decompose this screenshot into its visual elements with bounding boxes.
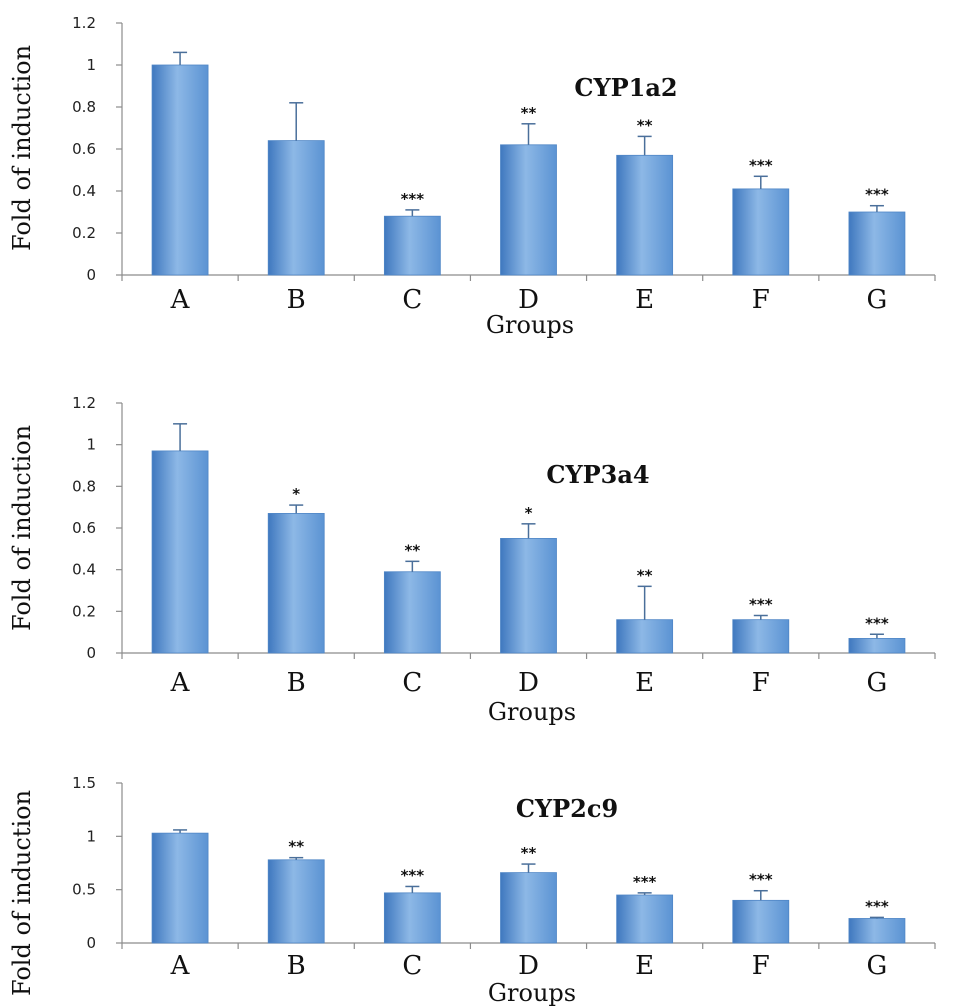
y-axis-label: Fold of induction <box>8 790 36 996</box>
x-tick-label-E: E <box>635 285 654 315</box>
significance-B: * <box>292 485 300 503</box>
x-tick-label-G: G <box>867 285 888 315</box>
significance-D: ** <box>521 104 537 122</box>
y-tick-label: 1.2 <box>72 394 96 412</box>
bar-A <box>151 450 209 654</box>
bar-G <box>848 211 906 276</box>
x-axis-label: Groups <box>486 311 574 339</box>
bar-F <box>732 619 790 654</box>
y-axis-label: Fold of induction <box>8 425 36 631</box>
significance-E: *** <box>633 873 657 891</box>
significance-E: ** <box>637 116 653 134</box>
x-tick-label-C: C <box>402 285 422 315</box>
bar-C <box>383 571 441 654</box>
x-tick-label-D: D <box>518 285 539 315</box>
x-tick-label-A: A <box>170 668 191 698</box>
x-tick-label-E: E <box>635 668 654 698</box>
y-tick-label: 0 <box>86 644 96 662</box>
y-tick-label: 0.6 <box>72 140 96 158</box>
chart-title: CYP3a4 <box>546 460 649 489</box>
significance-E: ** <box>637 566 653 584</box>
y-axis-label: Fold of induction <box>8 45 36 251</box>
chart-cyp1a2: 0 0.2 0.4 0.6 0.8 1 1.2 A B *** C ** D ** E *** F *** G CYP… <box>0 0 964 339</box>
bar-A <box>151 832 209 944</box>
bar-G <box>848 918 906 944</box>
significance-C: *** <box>401 866 425 884</box>
y-tick-label: 0.4 <box>72 182 96 200</box>
bar-G <box>848 638 906 654</box>
bar-C <box>383 892 441 944</box>
significance-C: ** <box>405 541 421 559</box>
y-tick-label: 0 <box>86 266 96 284</box>
x-tick-label-A: A <box>170 285 191 315</box>
significance-G: *** <box>865 897 889 915</box>
y-tick-label: 0.6 <box>72 519 96 537</box>
bar-D <box>500 872 557 944</box>
x-tick-label-D: D <box>518 951 539 981</box>
x-tick-label-E: E <box>635 951 654 981</box>
x-tick-label-C: C <box>402 668 422 698</box>
bar-B <box>267 513 325 654</box>
bar-C <box>383 215 441 276</box>
bar-D <box>500 144 557 276</box>
chart-cyp2c9: 0 0.5 1 1.5 A ** B *** C ** D *** E *** F *** G CYP2c9 Gro… <box>0 765 964 1006</box>
significance-F: *** <box>749 596 773 614</box>
significance-C: *** <box>401 190 425 208</box>
x-tick-label-G: G <box>867 668 888 698</box>
x-tick-label-D: D <box>518 668 539 698</box>
significance-B: ** <box>288 838 304 856</box>
y-tick-label: 1.2 <box>72 14 96 32</box>
significance-D: * <box>525 504 533 522</box>
bar-B <box>267 859 325 944</box>
bar-A <box>151 64 209 276</box>
bar-B <box>267 140 325 276</box>
x-tick-label-C: C <box>402 951 422 981</box>
y-tick-label: 0.2 <box>72 224 96 242</box>
x-tick-label-A: A <box>170 951 191 981</box>
x-tick-label-F: F <box>752 668 770 698</box>
significance-G: *** <box>865 614 889 632</box>
y-tick-label: 0.4 <box>72 561 96 579</box>
x-tick-label-F: F <box>752 285 770 315</box>
x-tick-label-B: B <box>287 668 306 698</box>
bar-E <box>616 154 674 276</box>
y-tick-label: 0.5 <box>72 881 96 899</box>
significance-F: *** <box>749 871 773 889</box>
x-axis-label: Groups <box>488 979 576 1006</box>
y-tick-label: 1 <box>86 827 96 845</box>
y-tick-label: 1.5 <box>72 774 96 792</box>
significance-D: ** <box>521 844 537 862</box>
y-tick-label: 0.8 <box>72 98 96 116</box>
y-tick-label: 0.2 <box>72 602 96 620</box>
y-tick-label: 1 <box>86 56 96 74</box>
significance-G: *** <box>865 186 889 204</box>
bar-F <box>732 188 790 276</box>
chart-title: CYP2c9 <box>516 794 618 823</box>
bar-E <box>616 894 674 944</box>
chart-cyp3a4-svg: 0 0.2 0.4 0.6 0.8 1 1.2 A * B ** C * D ** E *** F *** G CYP3… <box>8 394 936 726</box>
chart-cyp2c9-svg: 0 0.5 1 1.5 A ** B *** C ** D *** E *** F *** G CYP2c9 Gro… <box>8 774 936 1006</box>
x-tick-label-B: B <box>287 951 306 981</box>
y-tick-label: 1 <box>86 436 96 454</box>
bar-F <box>732 899 790 944</box>
chart-cyp3a4: 0 0.2 0.4 0.6 0.8 1 1.2 A * B ** C * D ** E *** F *** G CYP3… <box>0 380 964 726</box>
chart-title: CYP1a2 <box>574 73 677 102</box>
x-axis-label: Groups <box>488 698 576 726</box>
y-tick-label: 0.8 <box>72 477 96 495</box>
x-tick-label-G: G <box>867 951 888 981</box>
chart-cyp1a2-svg: 0 0.2 0.4 0.6 0.8 1 1.2 A B *** C ** D ** E *** F *** G CYP… <box>8 14 936 339</box>
y-tick-label: 0 <box>86 934 96 952</box>
bar-E <box>616 619 674 654</box>
significance-F: *** <box>749 156 773 174</box>
bar-D <box>500 538 557 654</box>
x-tick-label-F: F <box>752 951 770 981</box>
x-tick-label-B: B <box>287 285 306 315</box>
